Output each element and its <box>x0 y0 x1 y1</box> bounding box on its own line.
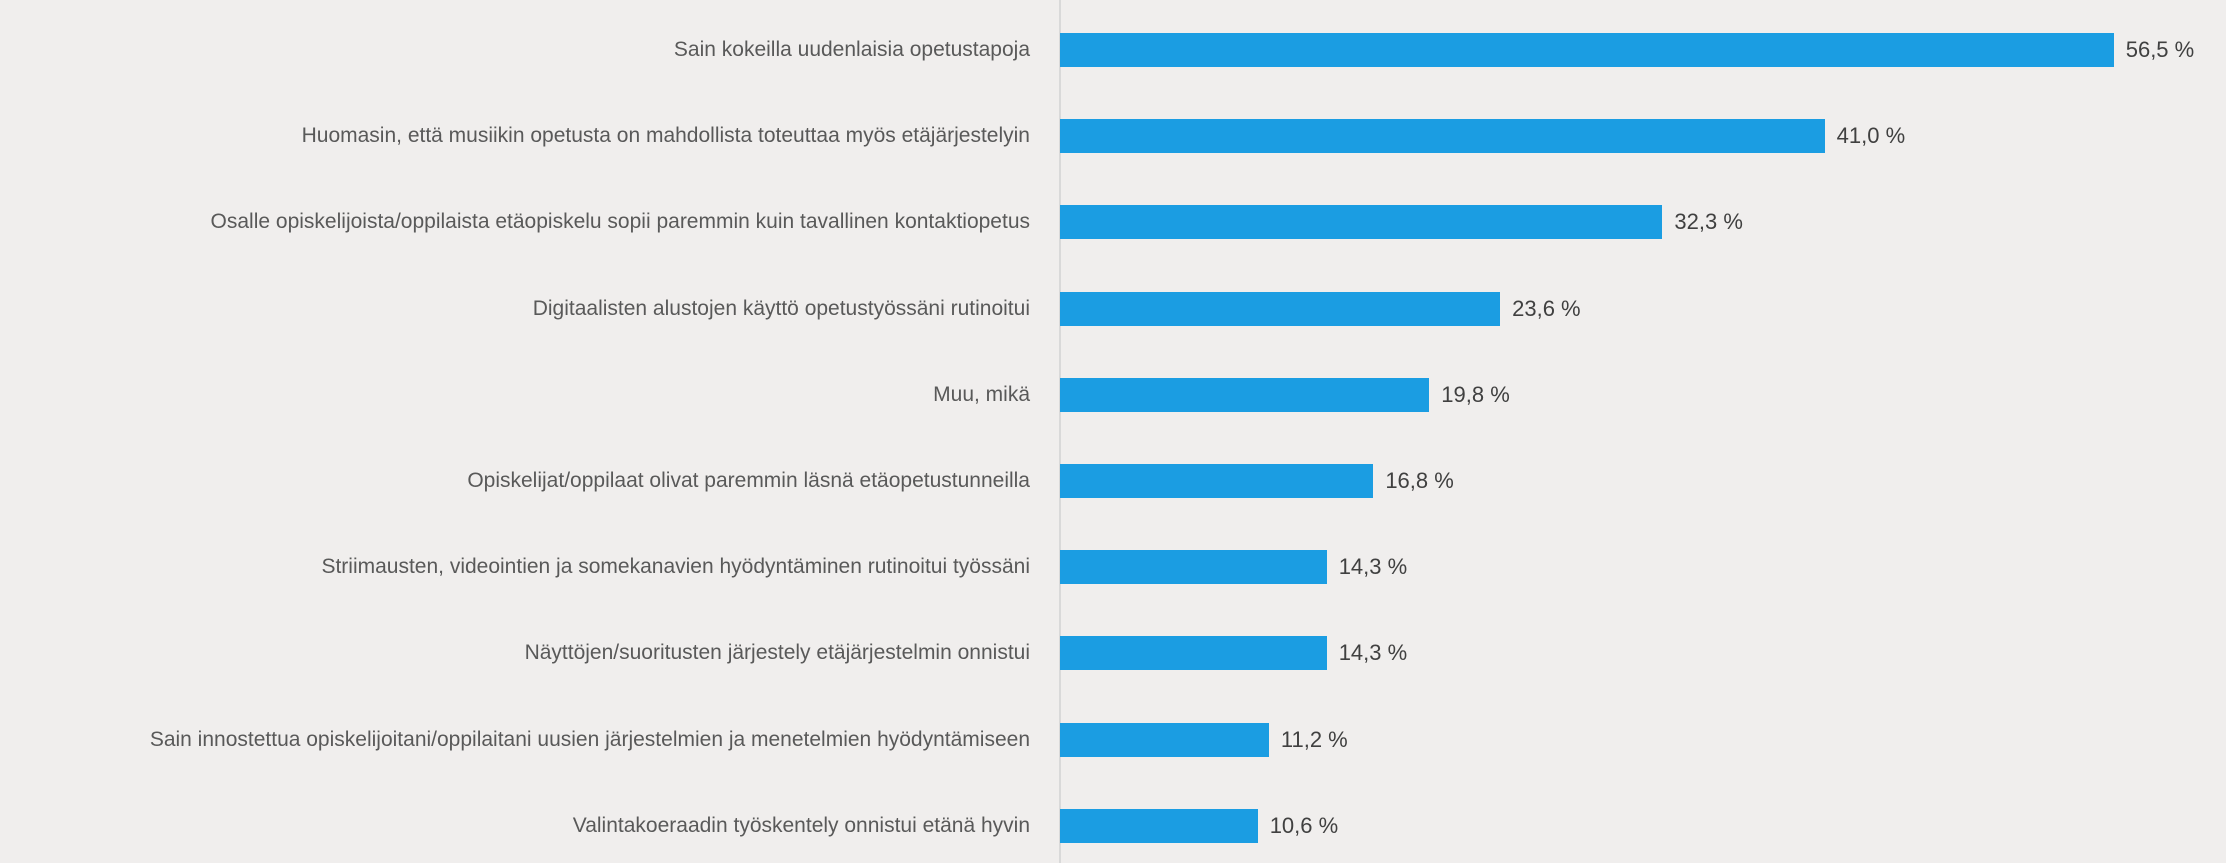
bar <box>1060 377 1430 412</box>
category-label: Digitaalisten alustojen käyttö opetustyö… <box>532 296 1030 320</box>
category-label: Osalle opiskelijoista/oppilaista etäopis… <box>210 210 1030 234</box>
value-label: 32,3 % <box>1674 209 1743 235</box>
category-label: Striimausten, videointien ja somekanavie… <box>321 555 1030 579</box>
category-label: Huomasin, että musiikin opetusta on mahd… <box>301 124 1030 148</box>
category-label: Sain kokeilla uudenlaisia opetustapoja <box>673 38 1030 61</box>
category-label: Muu, mikä <box>933 382 1030 406</box>
category-label: Valintakoeraadin työskentely onnistui et… <box>572 813 1030 837</box>
value-label: 23,6 % <box>1512 295 1581 321</box>
category-label: Opiskelijat/oppilaat olivat paremmin läs… <box>467 469 1030 492</box>
bar <box>1060 464 1374 498</box>
value-label: 56,5 % <box>2125 37 2195 62</box>
axis-line <box>1059 0 1061 863</box>
value-label: 10,6 % <box>1269 812 1339 838</box>
bar <box>1060 636 1327 671</box>
bar <box>1060 808 1258 843</box>
bar <box>1060 205 1663 240</box>
value-label: 19,8 % <box>1441 381 1510 407</box>
category-label: Näyttöjen/suoritusten järjestely etäjärj… <box>524 641 1030 665</box>
bar <box>1060 291 1501 326</box>
value-label: 11,2 % <box>1280 726 1348 752</box>
category-label: Sain innostettua opiskelijoitani/oppilai… <box>149 727 1030 751</box>
bar <box>1060 119 1825 154</box>
bar <box>1060 550 1327 585</box>
value-label: 16,8 % <box>1385 468 1454 493</box>
value-label: 14,3 % <box>1338 640 1408 666</box>
value-label: 14,3 % <box>1338 554 1408 580</box>
bar <box>1060 722 1269 757</box>
value-label: 41,0 % <box>1836 123 1906 149</box>
bar <box>1060 33 2114 67</box>
